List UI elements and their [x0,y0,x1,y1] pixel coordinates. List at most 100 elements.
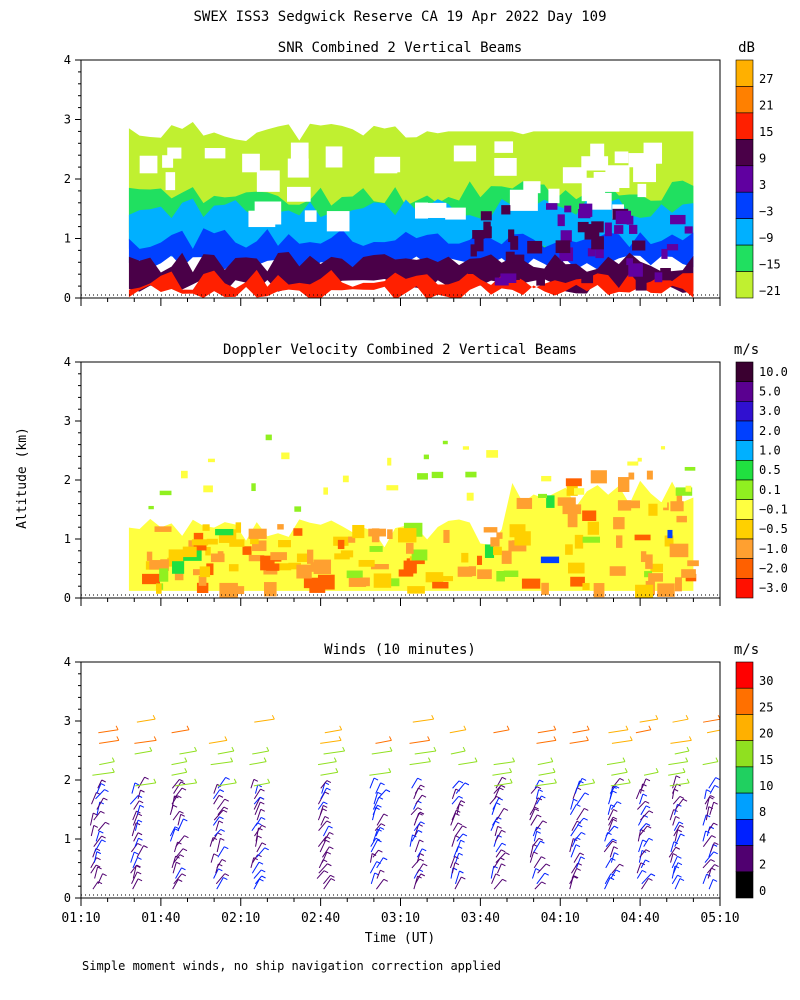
doppler-patch [468,566,477,577]
colorbar-label: 4 [759,831,766,845]
wind-barb [533,856,542,869]
wind-barb [213,784,218,794]
wind-barb [320,816,326,826]
wind-barb [494,787,500,800]
wind-barb-flag [420,784,425,788]
snr-speckle [512,254,525,267]
snr-speckle [581,273,594,284]
wind-barb-flag [261,869,266,873]
wind-barb [449,729,466,734]
doppler-patch [142,573,161,585]
colorbar-label: 5.0 [759,385,781,399]
wind-barb [324,729,342,734]
wind-barb [639,849,647,858]
wind-barb-flag [541,881,546,885]
doppler-patch [387,529,393,540]
wind-barb [636,862,642,874]
wind-barb-flag [92,812,98,816]
wind-barb-flag [464,782,470,786]
doppler-sparse [342,475,349,483]
snr-speckle [508,229,515,243]
wind-barb-flag [259,878,264,882]
doppler-patch [657,583,675,597]
wind-barb [533,840,541,853]
wind-barb-flag [576,803,581,807]
wind-barb-flag [462,833,468,837]
doppler-patch [193,545,207,551]
doppler-patch [640,551,647,563]
wind-barb-flag [553,725,557,731]
wind-barb-flag [458,852,463,856]
colorbar-unit: m/s [734,642,759,658]
wind-barb [643,771,659,776]
wind-barb [173,841,178,853]
wind-barb [491,873,497,885]
wind-barb [536,739,557,744]
wind-barb-flag [550,757,554,762]
wind-barb-flag [584,807,589,811]
wind-barb-flag [184,835,189,839]
wind-barb-flag [261,875,266,879]
doppler-patch [476,555,483,565]
wind-barb-flag [622,757,626,762]
wind-barb-flag [104,789,109,793]
wind-barb-flag [180,781,186,785]
doppler-sparse [417,473,428,480]
y-tick-label: 3 [64,714,71,728]
wind-barb-flag [371,853,377,856]
wind-barb-flag [501,842,507,846]
doppler-patch [215,528,234,536]
y-tick-label: 4 [64,355,71,369]
wind-barb-flag [642,869,647,873]
wind-barb-flag [713,822,718,826]
wind-barb [605,825,615,837]
colorbar-label: 30 [759,674,773,688]
wind-barb-flag [322,808,327,812]
wind-barb [216,798,226,810]
doppler-patch [674,577,682,592]
wind-barb [529,808,536,821]
wind-barb-flag [611,857,616,861]
wind-barb [252,854,259,863]
wind-barb [376,857,384,869]
wind-barb-flag [260,788,265,792]
wind-barb-flag [612,790,617,794]
wind-barb [217,782,237,787]
wind-barb [413,821,422,832]
doppler-patch [574,534,584,549]
wind-barb [172,811,180,821]
wind-barb-flag [612,840,617,844]
wind-barb-flag [455,835,460,839]
wind-barb [493,878,503,890]
wind-barb [320,771,338,776]
wind-barb-flag [645,805,651,809]
wind-barb [570,824,579,837]
colorbar-swatch [735,499,754,520]
wind-barb [131,822,137,837]
doppler-patch [403,560,417,574]
wind-barb [377,789,387,800]
wind-barb [537,729,556,734]
colorbar-label: 0 [759,884,766,898]
wind-barb [217,806,225,816]
wind-barb [129,795,139,805]
wind-barb-flag [97,866,102,870]
wind-barb [173,873,183,885]
wind-barb [674,878,681,890]
doppler-patch [434,576,454,582]
wind-barb-flag [645,859,650,863]
wind-barb-flag [586,725,590,731]
doppler-patch [496,532,503,539]
wind-barb [493,729,510,734]
colorbar-swatch [735,479,754,500]
wind-barb [456,833,464,842]
wind-barb-flag [149,746,153,752]
wind-barb [373,792,379,805]
wind-barb [414,873,422,885]
doppler-patch [228,564,239,572]
wind-barb [532,797,539,810]
wind-barb-flag [612,816,618,820]
wind-barb [671,856,678,869]
doppler-patch [484,544,495,558]
